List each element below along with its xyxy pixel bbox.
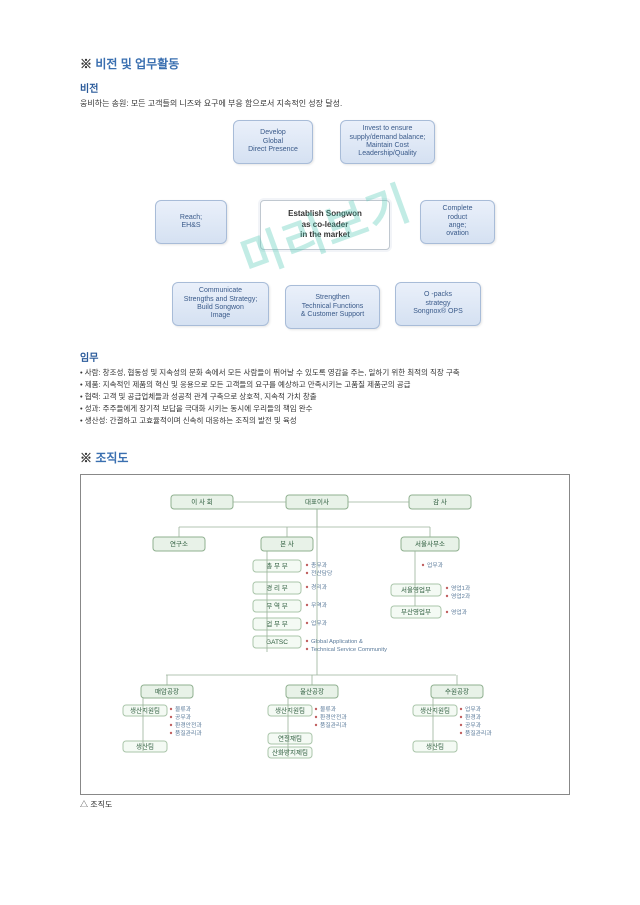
org-chart-frame: 이 사 회 대표이사 감 사연구소 본 사 서울사무소총 무 부 총무과전산담당경 리 부… bbox=[80, 474, 570, 795]
svg-text:품질관리과: 품질관리과 bbox=[320, 721, 347, 729]
svg-text:무 역 부: 무 역 부 bbox=[266, 601, 288, 610]
svg-text:업무과: 업무과 bbox=[465, 705, 482, 713]
mission-item: • 제품: 지속적인 제품의 혁신 및 응용으로 모든 고객들의 요구를 예상하… bbox=[80, 379, 570, 391]
strategy-node: Invest to ensuresupply/demand balance;Ma… bbox=[340, 120, 435, 164]
org-caption: △ 조직도 bbox=[80, 799, 570, 810]
strategy-center: Establish Songwonas co-leaderin the mark… bbox=[260, 200, 390, 250]
section1-title: ※ 비전 및 업무활동 bbox=[80, 55, 570, 72]
svg-text:GATSC: GATSC bbox=[266, 639, 288, 646]
svg-text:경 리 부: 경 리 부 bbox=[266, 583, 288, 592]
svg-text:품질관리과: 품질관리과 bbox=[175, 729, 202, 737]
strategy-node: StrengthenTechnical Functions& Customer … bbox=[285, 285, 380, 329]
mission-item: • 사람: 창조성, 협동성 및 지속성의 문화 속에서 모든 사람들이 뛰어날… bbox=[80, 367, 570, 379]
svg-text:업 무 부: 업 무 부 bbox=[266, 620, 288, 628]
mission-list: • 사람: 창조성, 협동성 및 지속성의 문화 속에서 모든 사람들이 뛰어날… bbox=[80, 367, 570, 427]
svg-text:생산팀: 생산팀 bbox=[426, 742, 444, 751]
svg-text:본 사: 본 사 bbox=[280, 539, 294, 548]
svg-text:매암공장: 매암공장 bbox=[155, 687, 179, 696]
mission-item: • 협력: 고객 및 공급업체들과 성공적 관계 구축으로 상호적, 지속적 가… bbox=[80, 391, 570, 403]
svg-text:영업1과: 영업1과 bbox=[451, 584, 471, 592]
svg-text:물류과: 물류과 bbox=[320, 705, 337, 713]
section2-title: ※ 조직도 bbox=[80, 449, 570, 466]
mission-item: • 생산성: 간결하고 고효율적이며 신속히 대응하는 조직의 발전 및 육성 bbox=[80, 415, 570, 427]
strategy-diagram: DevelopGlobalDirect Presence Invest to en… bbox=[155, 120, 495, 335]
svg-text:생산팀: 생산팀 bbox=[136, 742, 154, 751]
svg-text:업무과: 업무과 bbox=[427, 561, 444, 569]
svg-text:공무과: 공무과 bbox=[175, 713, 192, 721]
mission-heading: 임무 bbox=[80, 349, 570, 364]
svg-text:생산지원팀: 생산지원팀 bbox=[275, 706, 305, 715]
strategy-node: CommunicateStrengths and Strategy;Build … bbox=[172, 282, 269, 326]
svg-text:산화방지제팀: 산화방지제팀 bbox=[272, 748, 308, 757]
svg-text:경리과: 경리과 bbox=[311, 583, 328, 591]
svg-text:대표이사: 대표이사 bbox=[305, 497, 329, 506]
svg-text:전산담당: 전산담당 bbox=[311, 569, 333, 577]
svg-text:영업과: 영업과 bbox=[451, 608, 468, 616]
mission-item: • 성과: 주주들에게 장기적 보답을 극대화 시키는 동시에 우리들의 책임 … bbox=[80, 403, 570, 415]
org-chart: 이 사 회 대표이사 감 사연구소 본 사 서울사무소총 무 부 총무과전산담당경 리 부… bbox=[91, 487, 551, 782]
svg-text:이 사 회: 이 사 회 bbox=[191, 497, 213, 506]
svg-text:환경안전과: 환경안전과 bbox=[175, 721, 202, 729]
svg-text:서울사무소: 서울사무소 bbox=[415, 539, 445, 548]
svg-text:연질재팀: 연질재팀 bbox=[278, 735, 302, 743]
svg-text:생산지원팀: 생산지원팀 bbox=[130, 706, 160, 715]
strategy-node: DevelopGlobalDirect Presence bbox=[233, 120, 313, 164]
svg-text:Global Application &: Global Application & bbox=[311, 639, 363, 645]
svg-text:생산지원팀: 생산지원팀 bbox=[420, 706, 450, 715]
svg-text:환경안전과: 환경안전과 bbox=[320, 713, 347, 721]
svg-text:Technical Service Community: Technical Service Community bbox=[311, 647, 387, 653]
svg-text:서울영업부: 서울영업부 bbox=[401, 585, 431, 594]
svg-text:연구소: 연구소 bbox=[170, 540, 188, 548]
svg-text:울산공장: 울산공장 bbox=[300, 687, 324, 696]
svg-text:부산영업부: 부산영업부 bbox=[401, 607, 431, 616]
svg-text:환경과: 환경과 bbox=[465, 713, 482, 721]
svg-text:품질관리과: 품질관리과 bbox=[465, 729, 492, 737]
vision-text: 웅비하는 송원: 모든 고객들의 니즈와 요구에 부응 함으로서 지속적인 성장… bbox=[80, 98, 570, 110]
svg-text:업무과: 업무과 bbox=[311, 619, 328, 627]
svg-text:영업2과: 영업2과 bbox=[451, 592, 471, 600]
svg-text:물류과: 물류과 bbox=[175, 705, 192, 713]
strategy-node: O -packsstrategySongnox® OPS bbox=[395, 282, 481, 326]
vision-heading: 비전 bbox=[80, 80, 570, 95]
svg-text:수원공장: 수원공장 bbox=[445, 687, 469, 696]
svg-text:총 무 부: 총 무 부 bbox=[266, 561, 288, 570]
svg-text:감 사: 감 사 bbox=[433, 497, 447, 506]
svg-text:무역과: 무역과 bbox=[311, 601, 328, 609]
svg-text:공무과: 공무과 bbox=[465, 721, 482, 729]
strategy-node: Completeroductange;ovation bbox=[420, 200, 495, 244]
strategy-node: Reach;EH&S bbox=[155, 200, 227, 244]
svg-text:총무과: 총무과 bbox=[311, 561, 328, 569]
